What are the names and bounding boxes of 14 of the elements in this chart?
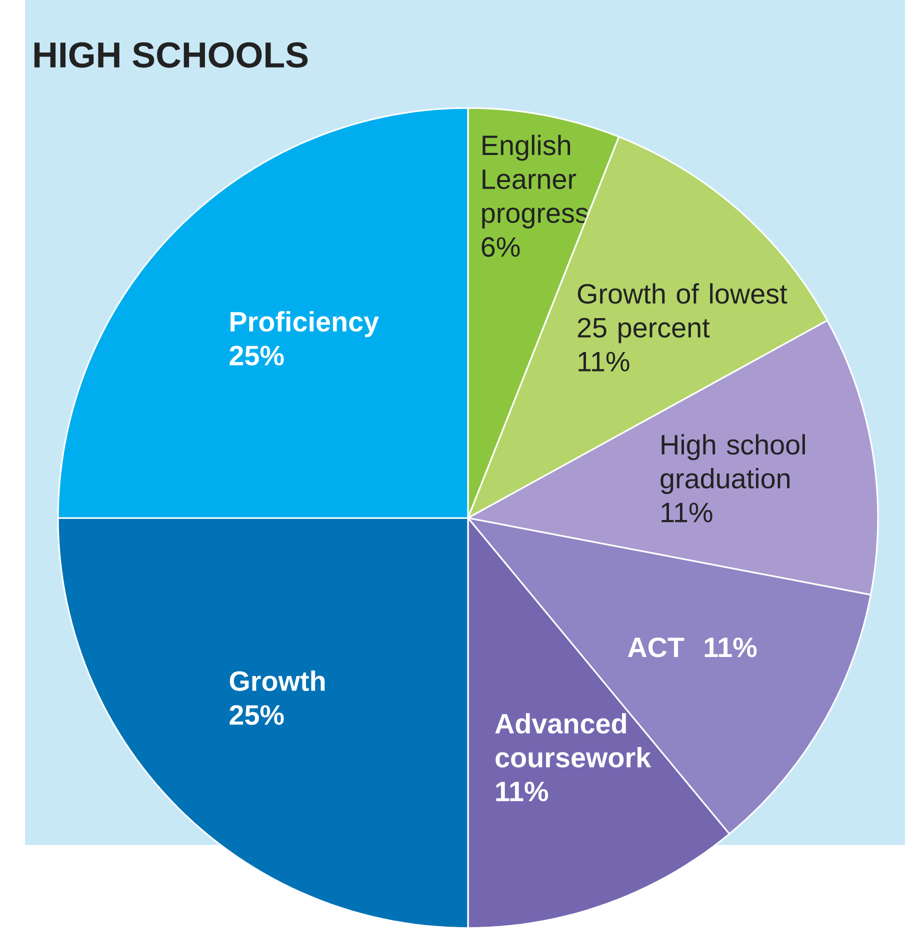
slice-label: Growth [230, 670, 324, 692]
data-label: 11% [496, 782, 548, 802]
data-label: 11% [578, 352, 630, 372]
slice-label: Advanced coursework [494, 713, 651, 768]
slice-label: High school graduation [660, 434, 805, 494]
data-label: 25% [229, 346, 284, 366]
data-label: 6% [482, 237, 520, 257]
chart-title: HIGH SCHOOLS [34, 42, 308, 68]
data-label: 11% [704, 638, 756, 658]
data-label: 11% [661, 502, 712, 522]
data-label: 25% [229, 705, 284, 725]
slice-label: Proficiency [230, 311, 379, 338]
slice-label: Growth of lowest 25 percent [578, 283, 787, 344]
slice-label: ACT [628, 637, 684, 658]
